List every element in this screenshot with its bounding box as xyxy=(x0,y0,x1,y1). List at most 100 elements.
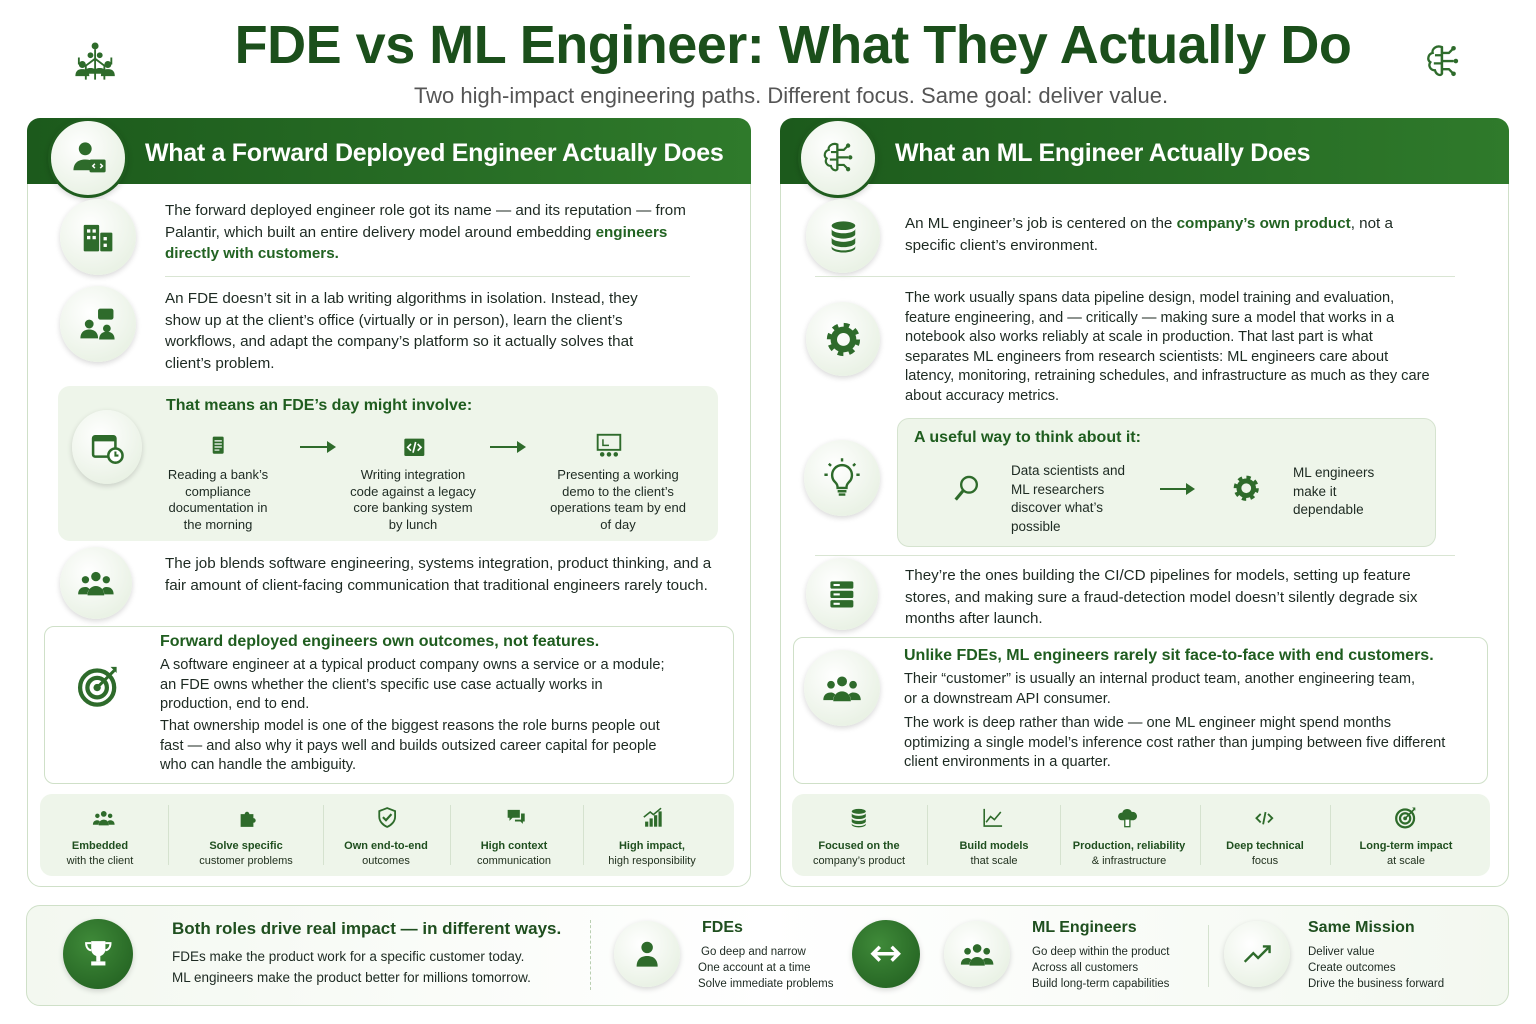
path xyxy=(381,813,393,822)
rect xyxy=(833,584,840,587)
fdes-line: Solve immediate problems xyxy=(698,978,834,990)
path xyxy=(969,956,985,966)
icon xyxy=(944,921,1010,987)
fdes-heading: FDEs xyxy=(702,919,743,936)
rect xyxy=(83,224,100,252)
icon xyxy=(967,796,1017,840)
feature: Build models that scale xyxy=(930,839,1058,869)
path xyxy=(98,819,110,826)
feature-title: Build models xyxy=(959,840,1029,852)
circle xyxy=(599,452,605,457)
ellipse xyxy=(831,220,855,230)
circle xyxy=(104,60,112,68)
feature-text: & infrastructure xyxy=(1091,855,1167,867)
fde-role: An FDE doesn’t sit in a lab writing algo… xyxy=(165,290,638,372)
circle xyxy=(972,943,982,953)
feature-text: communication xyxy=(477,855,551,867)
feature-title: Long-term impact xyxy=(1359,840,1453,852)
path xyxy=(87,586,105,596)
day-box xyxy=(58,386,718,541)
icon xyxy=(1241,797,1287,839)
feature: Long-term impact at scale xyxy=(1335,839,1477,869)
feature-text: at scale xyxy=(1387,855,1425,867)
icon-glyph xyxy=(823,676,861,702)
rect xyxy=(92,229,96,233)
ellipse xyxy=(851,809,867,815)
icon xyxy=(60,547,132,619)
ml-features xyxy=(792,794,1490,876)
rect xyxy=(100,232,113,252)
mles-heading: ML Engineers xyxy=(1032,919,1137,936)
circle xyxy=(983,947,990,955)
icon-glyph xyxy=(80,308,115,340)
rect xyxy=(833,602,840,605)
icon-glyph xyxy=(636,941,658,967)
path xyxy=(823,692,836,701)
rect xyxy=(86,235,91,240)
path xyxy=(514,813,525,824)
feature-text: company’s product xyxy=(812,855,906,867)
ml-pipelines: They’re the ones building the CI/CD pipe… xyxy=(905,567,1418,627)
icon xyxy=(228,798,268,838)
g xyxy=(833,584,840,605)
path xyxy=(1427,45,1443,76)
icon-glyph xyxy=(378,806,396,828)
rule xyxy=(815,276,1455,277)
icon xyxy=(72,410,142,484)
feature-title: High impact, xyxy=(618,840,685,852)
feature-text: that scale xyxy=(970,855,1018,867)
icon-glyph xyxy=(72,141,106,172)
think-left: Data scientists and ML researchers disco… xyxy=(1011,463,1126,534)
icon xyxy=(1398,22,1488,102)
mles-line: Build long-term capabilities xyxy=(1032,978,1170,990)
path xyxy=(982,957,994,965)
ml-work: The work usually spans data pipeline des… xyxy=(905,290,1430,404)
icon xyxy=(60,199,136,275)
feature-text: outcomes xyxy=(362,855,410,867)
path xyxy=(830,463,854,490)
icon xyxy=(48,118,128,198)
path xyxy=(114,451,119,457)
icon-glyph xyxy=(91,434,124,464)
path xyxy=(1404,809,1415,820)
icon-glyph xyxy=(982,809,1002,828)
icon xyxy=(940,462,994,516)
rect xyxy=(596,433,622,451)
path xyxy=(960,957,972,965)
rect xyxy=(97,308,114,320)
feature-title: Production, reliability xyxy=(1072,840,1186,852)
arrow xyxy=(490,441,526,453)
circle xyxy=(960,476,979,495)
sep xyxy=(590,920,592,990)
paragraph: Their “customer” is usually an internal … xyxy=(904,671,1416,707)
icon xyxy=(578,420,640,472)
g xyxy=(823,142,848,171)
circle xyxy=(964,947,971,955)
circle xyxy=(845,142,850,148)
sep xyxy=(1208,925,1209,987)
paragraph: That ownership model is one of the bigge… xyxy=(160,718,660,773)
feature-text: customer problems xyxy=(199,855,293,867)
path xyxy=(93,820,101,826)
mission-heading: Same Mission xyxy=(1308,919,1415,936)
sep xyxy=(1060,805,1061,865)
path xyxy=(954,489,966,501)
icon-glyph xyxy=(212,436,224,454)
icon xyxy=(1384,796,1428,840)
icon-glyph xyxy=(830,581,854,608)
rect xyxy=(92,435,116,441)
highlight: company’s own product xyxy=(1176,215,1351,232)
icon xyxy=(495,796,537,838)
circle xyxy=(84,675,109,700)
step: Reading a bank’s compliance documentatio… xyxy=(167,467,269,532)
path xyxy=(214,440,222,451)
path xyxy=(378,806,396,828)
circle xyxy=(78,141,92,155)
path xyxy=(80,329,98,339)
icon-glyph xyxy=(83,224,113,252)
path xyxy=(90,940,106,957)
feature-title: Embedded xyxy=(71,840,129,852)
icon xyxy=(1104,796,1150,840)
path xyxy=(72,159,95,170)
circle xyxy=(847,154,852,160)
